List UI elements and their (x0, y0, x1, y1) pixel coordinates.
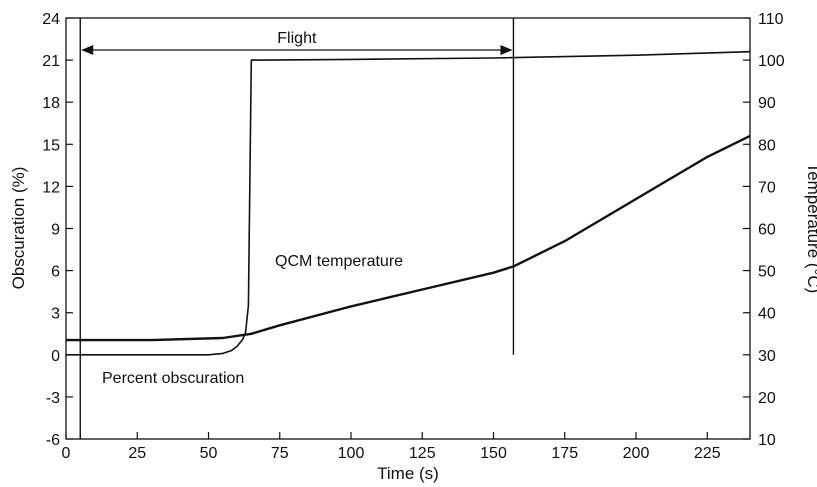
y-left-tick-label: 24 (42, 11, 60, 28)
y-axis-left-title: Obscuration (%) (9, 167, 28, 290)
y-left-tick-label: 0 (51, 348, 60, 365)
x-axis-title: Time (s) (377, 464, 439, 483)
x-tick-label: 225 (694, 445, 721, 462)
series-layer (66, 50, 751, 356)
y-left-tick-label: 6 (51, 264, 60, 281)
y-right-tick-label: 50 (758, 264, 776, 281)
y-right-tick-label: 100 (758, 53, 785, 70)
qcm-temperature-line (66, 134, 751, 342)
y-left-tick-label: -3 (46, 390, 60, 407)
y-right-tick-label: 80 (758, 137, 776, 154)
flight-label: Flight (277, 30, 317, 47)
y-left-tick-label: 12 (42, 179, 60, 196)
x-tick-label: 125 (409, 445, 436, 462)
y-right-tick-label: 70 (758, 179, 776, 196)
y-left-tick-label: -6 (46, 432, 60, 449)
x-tick-label: 150 (480, 445, 507, 462)
y-right-tick-label: 90 (758, 95, 776, 112)
x-axis-ticks: 0 25 50 75 100 125 150 175 200 225 (62, 432, 721, 462)
x-tick-label: 175 (551, 445, 578, 462)
percent-obscuration-line (66, 50, 751, 356)
flight-arrow-head-right (500, 45, 513, 55)
y-left-tick-label: 15 (42, 137, 60, 154)
y-left-tick-label: 18 (42, 95, 60, 112)
y-right-tick-label: 30 (758, 348, 776, 365)
flight-arrow-head-left (81, 45, 94, 55)
x-tick-label: 200 (623, 445, 650, 462)
x-tick-label: 75 (271, 445, 289, 462)
y-right-tick-label: 60 (758, 222, 776, 239)
left-axis-ticks: -6 -3 0 3 6 9 12 15 18 21 24 (42, 11, 73, 449)
y-right-tick-label: 20 (758, 390, 776, 407)
qcm-temperature-label: QCM temperature (275, 253, 403, 270)
percent-obscuration-label: Percent obscuration (102, 370, 244, 387)
right-axis-ticks: 10 20 30 40 50 60 70 80 90 100 110 (743, 11, 785, 449)
y-left-tick-label: 9 (51, 222, 60, 239)
y-left-tick-label: 21 (42, 53, 60, 70)
y-left-tick-label: 3 (51, 306, 60, 323)
y-right-tick-label: 40 (758, 306, 776, 323)
x-tick-label: 100 (338, 445, 365, 462)
x-tick-label: 25 (128, 445, 146, 462)
y-right-tick-label: 110 (758, 11, 784, 28)
y-right-tick-label: 10 (758, 432, 776, 449)
x-tick-label: 50 (200, 445, 218, 462)
y-axis-right-title: Temperature (°C) (804, 163, 817, 294)
x-tick-label: 0 (62, 445, 71, 462)
